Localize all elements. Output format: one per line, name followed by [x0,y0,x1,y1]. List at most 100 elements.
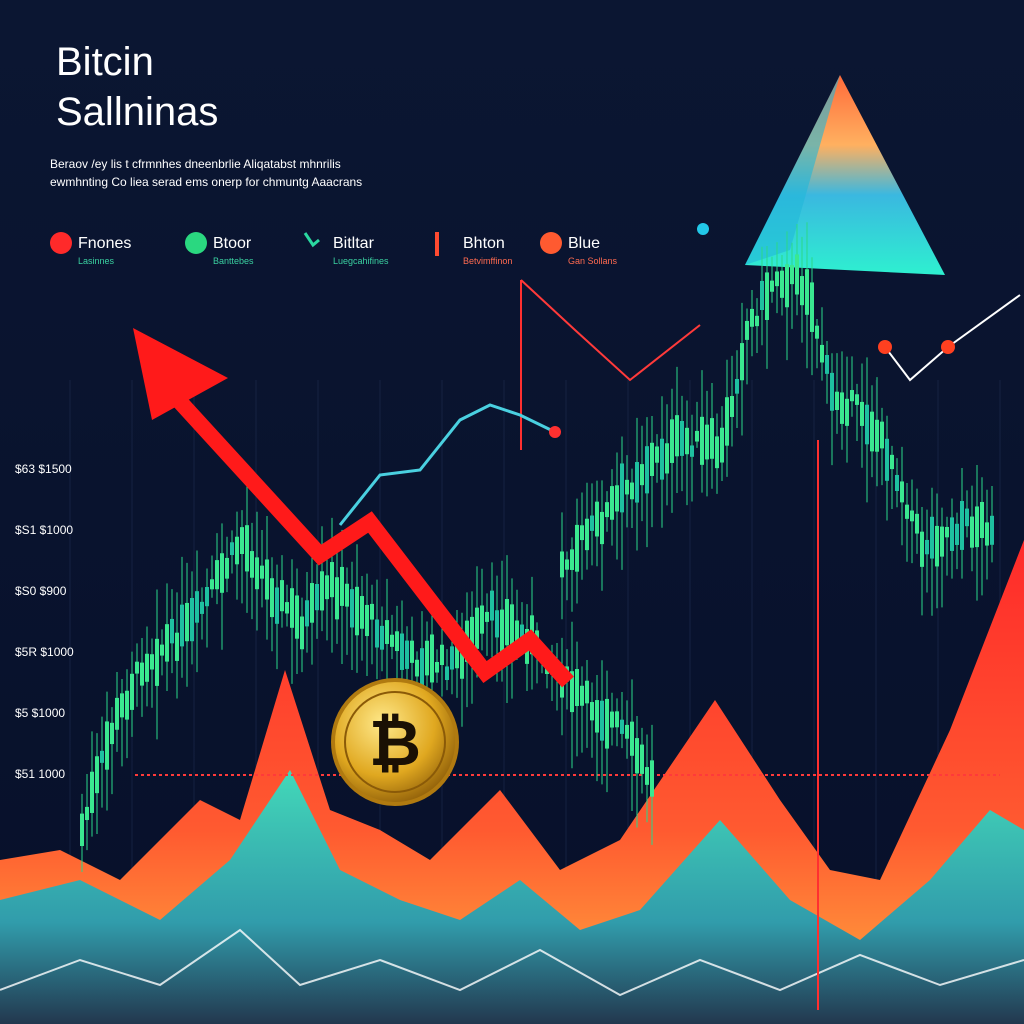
candle [675,415,679,457]
candle [245,525,249,572]
candle [515,620,519,645]
candle [720,427,724,463]
candle [265,559,269,600]
candle [500,609,504,652]
candle [120,693,124,718]
candles [80,222,994,872]
candle [605,502,609,518]
candle [360,596,364,629]
candle [310,583,314,623]
candle [560,551,564,578]
candle [725,397,729,446]
candle [395,631,399,652]
candle [365,604,369,637]
title: Sallninas [56,90,218,134]
candle [195,591,199,623]
candle [925,539,929,555]
candle [315,583,319,611]
legend-label: Bitltar [333,235,375,252]
candle [820,344,824,363]
candle [480,605,484,634]
candle [910,510,914,522]
candle [785,264,789,308]
candle [890,454,894,470]
candle [575,524,579,572]
candle [620,463,624,513]
candle [625,724,629,739]
candle [775,271,779,287]
candle [100,750,104,763]
candle [125,690,129,720]
candle [190,597,194,642]
candle [290,588,294,628]
candle [920,531,924,567]
candle [135,661,139,674]
candle [615,711,619,728]
candle [900,481,904,503]
candle [440,644,444,666]
legend-sublabel: Banttebes [213,256,254,266]
legend-label: Btoor [213,235,252,252]
candle [765,272,769,320]
legend-sublabel: Gan Sollans [568,256,618,266]
candle [870,411,874,452]
candle [145,653,149,682]
candle [620,719,624,734]
candle [935,525,939,567]
candle [585,680,589,704]
candle [335,577,339,620]
candle [635,462,639,503]
candle [940,526,944,557]
candle [845,398,849,426]
candle [625,479,629,495]
candle [435,662,439,673]
candle [615,485,619,512]
candle [965,508,969,527]
candle [640,464,644,486]
legend-label: Bhton [463,235,505,252]
candle [860,401,864,426]
candle [585,518,589,551]
candle [645,767,649,785]
legend-marker [540,232,562,254]
candle [95,756,99,794]
candle [810,282,814,332]
candle [425,640,429,676]
candle [670,419,674,463]
candle [520,624,524,639]
candle [695,430,699,442]
candle [575,669,579,706]
candle [240,527,244,554]
candle [235,536,239,565]
candle [645,446,649,494]
candle [210,579,214,590]
candle [760,280,764,311]
legend: Fnones Lasinnes Btoor Banttebes Bitltar Luegc… [50,232,618,266]
candle [930,516,934,559]
legend-label: Blue [568,235,600,252]
candle [350,589,354,628]
dot [549,426,561,438]
axis-label: $S0 $900 [15,584,67,598]
legend-sublabel: Betvimffinon [463,256,512,266]
coin-rim [344,691,446,793]
candle [85,806,89,821]
candle [255,557,259,590]
arrow-head [133,328,228,420]
subtitle: ewmhnting Co liea serad ems onerp for ch… [50,175,362,189]
candle [105,721,109,770]
title: Bitcin [56,40,154,84]
candle [330,562,334,598]
candle [170,618,174,644]
candle [740,343,744,381]
candle [610,711,614,728]
candle [750,308,754,327]
candle [850,390,854,402]
candle [600,700,604,741]
candle [755,315,759,327]
candle [160,644,164,656]
legend-marker [303,232,320,248]
red-arrow [154,374,574,688]
axis-label: $51 1000 [15,767,65,781]
